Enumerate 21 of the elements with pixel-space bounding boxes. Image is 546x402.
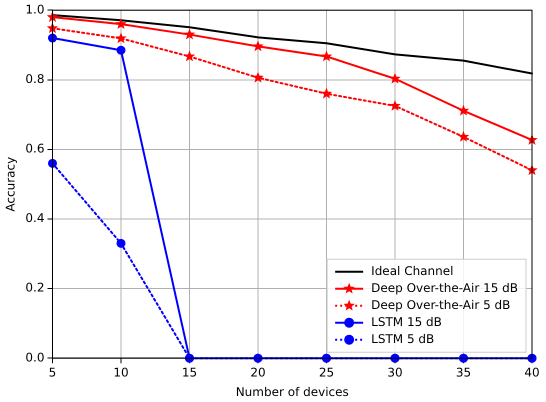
x-tick-label: 30 <box>387 366 403 380</box>
legend-label: LSTM 5 dB <box>371 332 434 346</box>
x-tick-label: 35 <box>456 366 472 380</box>
y-tick-label: 0.4 <box>25 211 44 226</box>
x-tick-label: 20 <box>250 366 266 380</box>
y-tick-label: 0.8 <box>25 72 44 86</box>
legend-label: LSTM 15 dB <box>371 314 442 329</box>
y-axis-title: Accuracy <box>3 156 18 212</box>
legend-label: Ideal Channel <box>371 264 454 278</box>
x-tick-label: 40 <box>524 366 540 380</box>
x-tick-label: 10 <box>113 366 129 380</box>
y-tick-label: 0.0 <box>25 350 44 364</box>
legend-label: Deep Over-the-Air 5 dB <box>371 298 510 312</box>
x-tick-label: 15 <box>182 366 198 380</box>
y-tick-label: 1.0 <box>25 2 44 16</box>
x-tick-label: 25 <box>318 366 334 380</box>
x-axis-title: Number of devices <box>236 384 349 399</box>
y-tick-label: 0.6 <box>25 142 44 156</box>
legend-label: Deep Over-the-Air 15 dB <box>371 280 518 295</box>
x-tick-label: 5 <box>48 366 56 380</box>
y-tick-label: 0.2 <box>25 280 44 295</box>
